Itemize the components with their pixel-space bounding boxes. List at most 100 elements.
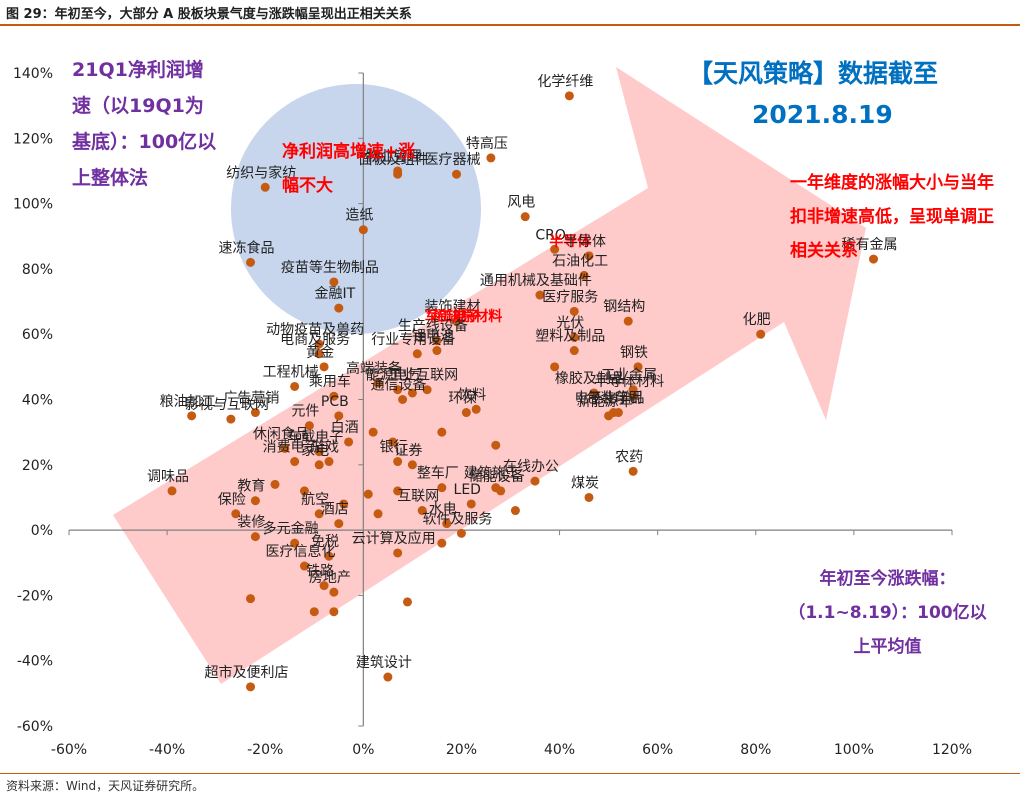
point-label: 黄金	[306, 344, 334, 361]
data-point	[589, 388, 599, 398]
point-label: 消费电子	[263, 440, 319, 456]
data-point	[246, 682, 256, 692]
data-point	[226, 414, 236, 424]
point-label: 游戏	[311, 440, 339, 456]
data-point	[579, 270, 589, 280]
point-label: 包装印刷	[586, 391, 642, 407]
data-point	[412, 349, 422, 359]
data-point	[363, 489, 373, 499]
data-point	[510, 506, 520, 516]
data-point	[231, 509, 241, 519]
x-tick-label: 20%	[446, 742, 477, 758]
data-point	[329, 277, 339, 287]
point-label: 装修	[237, 515, 265, 531]
figure-title: 图 29：年初至今，大部分 A 股板块景气度与涨跌幅呈现出正相关关系	[6, 7, 412, 22]
data-point	[471, 404, 481, 414]
data-point	[393, 486, 403, 496]
point-label: 广告营销	[223, 391, 279, 407]
x-tick-label: 120%	[932, 742, 972, 758]
x-tick-label: 40%	[544, 742, 575, 758]
data-point	[250, 532, 260, 542]
point-label: 塑料及制品	[535, 329, 605, 345]
data-point	[609, 408, 619, 418]
point-label: 车载电子	[287, 429, 343, 446]
point-label: 整车厂	[417, 465, 459, 482]
data-point	[461, 408, 471, 418]
point-label: 动物疫苗及兽药	[266, 322, 364, 338]
point-label: 调味品	[147, 469, 189, 485]
data-point	[314, 339, 324, 349]
data-point	[407, 388, 417, 398]
point-label: 教育	[237, 479, 265, 495]
point-label: 造纸	[345, 208, 373, 224]
point-label: 医疗器械	[425, 152, 481, 168]
data-point	[383, 672, 393, 682]
data-point	[246, 594, 256, 604]
data-point	[314, 509, 324, 519]
data-point	[569, 306, 579, 316]
point-label: 储能设备	[469, 468, 525, 485]
data-point	[290, 457, 300, 467]
data-point	[358, 225, 368, 235]
data-point	[280, 443, 290, 453]
point-label: 锂电池	[412, 329, 454, 345]
data-point	[309, 607, 319, 617]
point-label: 免税	[311, 534, 339, 550]
point-label: 稀有金属	[842, 237, 898, 253]
point-label: 稀缺原材料	[432, 308, 502, 325]
data-point	[584, 492, 594, 502]
point-label: 超市及便利店	[205, 664, 289, 681]
data-point	[319, 362, 329, 372]
point-label: 农药	[615, 449, 643, 465]
data-point	[417, 506, 427, 516]
data-point	[466, 499, 476, 509]
data-point	[437, 483, 447, 493]
point-label: 多元金融	[263, 520, 319, 537]
data-point	[432, 346, 442, 356]
point-label: 证券	[394, 443, 422, 459]
data-point	[437, 538, 447, 548]
point-label: 乘用车	[309, 373, 351, 390]
point-label: 银行	[380, 440, 408, 456]
point-label: 建筑施工	[464, 466, 520, 482]
data-point	[530, 476, 540, 486]
point-label: 电子化学品	[575, 391, 645, 407]
data-point	[334, 411, 344, 421]
title-rule	[0, 24, 1020, 26]
data-point	[270, 479, 280, 489]
data-point	[437, 427, 447, 437]
date-annotation: 2021.8.19	[752, 100, 893, 129]
point-label: LED	[454, 482, 481, 498]
point-label: 酒店	[321, 502, 349, 518]
data-point	[373, 509, 383, 519]
point-label: 医疗信息化	[265, 543, 335, 560]
y-tick-label: 120%	[13, 131, 53, 147]
data-point	[550, 244, 560, 254]
data-point	[432, 336, 442, 346]
data-point	[623, 316, 633, 326]
data-point	[407, 460, 417, 470]
bottom-rule	[0, 773, 1020, 774]
point-label: 面板及组件	[359, 152, 429, 168]
bubble-annotation: 净利润高增速+涨幅不大	[282, 142, 416, 196]
data-point	[398, 395, 408, 404]
left-annotation: 21Q1净利润增速（以19Q1为基底）：100亿以上整体法	[72, 59, 217, 189]
x-tick-label: -40%	[149, 742, 185, 758]
data-point	[584, 251, 594, 261]
data-point	[344, 437, 354, 447]
point-label: 保险	[218, 492, 246, 508]
data-point	[452, 169, 462, 179]
right-annotation: 一年维度的涨幅大小与当年扣非增速高低，呈现单调正相关关系	[790, 173, 994, 261]
point-label: 通用机械及基础件	[480, 272, 592, 289]
data-point	[299, 561, 309, 571]
data-point	[373, 378, 383, 388]
x-tick-label: 60%	[642, 742, 673, 758]
data-point	[329, 607, 339, 617]
data-point	[456, 528, 466, 538]
data-point	[633, 362, 643, 372]
point-label: 休闲食品	[253, 425, 309, 442]
y-tick-label: -40%	[17, 654, 53, 670]
point-label: 白酒	[331, 420, 359, 436]
data-point	[329, 587, 339, 597]
